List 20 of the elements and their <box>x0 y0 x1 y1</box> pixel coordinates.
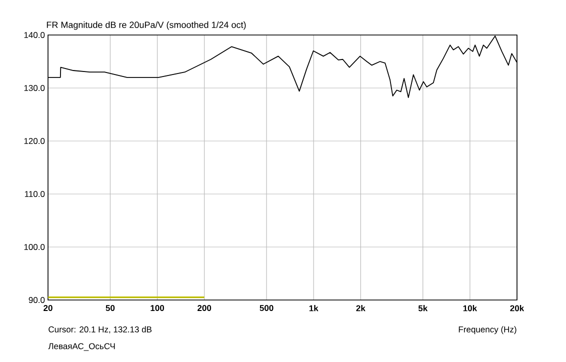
x-tick-label: 100 <box>150 305 164 312</box>
x-tick-label: 20k <box>510 305 524 312</box>
y-tick-label: 90.0 <box>28 296 45 303</box>
y-tick-label: 140.0 <box>24 32 45 38</box>
y-tick-label: 130.0 <box>24 84 45 91</box>
x-tick-label: 2k <box>356 305 366 312</box>
text: Cursor: 20.1 Hz, 132.13 dB <box>48 326 152 334</box>
text: ЛеваяАС_ОсьСЧ <box>48 343 115 351</box>
x-tick-label: 200 <box>198 305 212 312</box>
x-tick-label: 1k <box>309 305 318 312</box>
x-tick-label: 500 <box>260 305 274 312</box>
x-axis-title: Frequency (Hz) <box>458 326 516 334</box>
chart-title: FR Magnitude dB re 20uPa/V (smoothed 1/24 oct) <box>46 21 246 30</box>
y-tick-label: 100.0 <box>24 244 45 250</box>
x-tick-label: 50 <box>106 305 115 312</box>
y-tick-label: 120.0 <box>24 138 45 144</box>
x-tick-label: 20 <box>44 305 52 312</box>
x-tick-label: 5k <box>418 305 428 312</box>
y-tick-label: 110.0 <box>24 190 45 197</box>
x-tick-label: 10k <box>463 305 478 312</box>
